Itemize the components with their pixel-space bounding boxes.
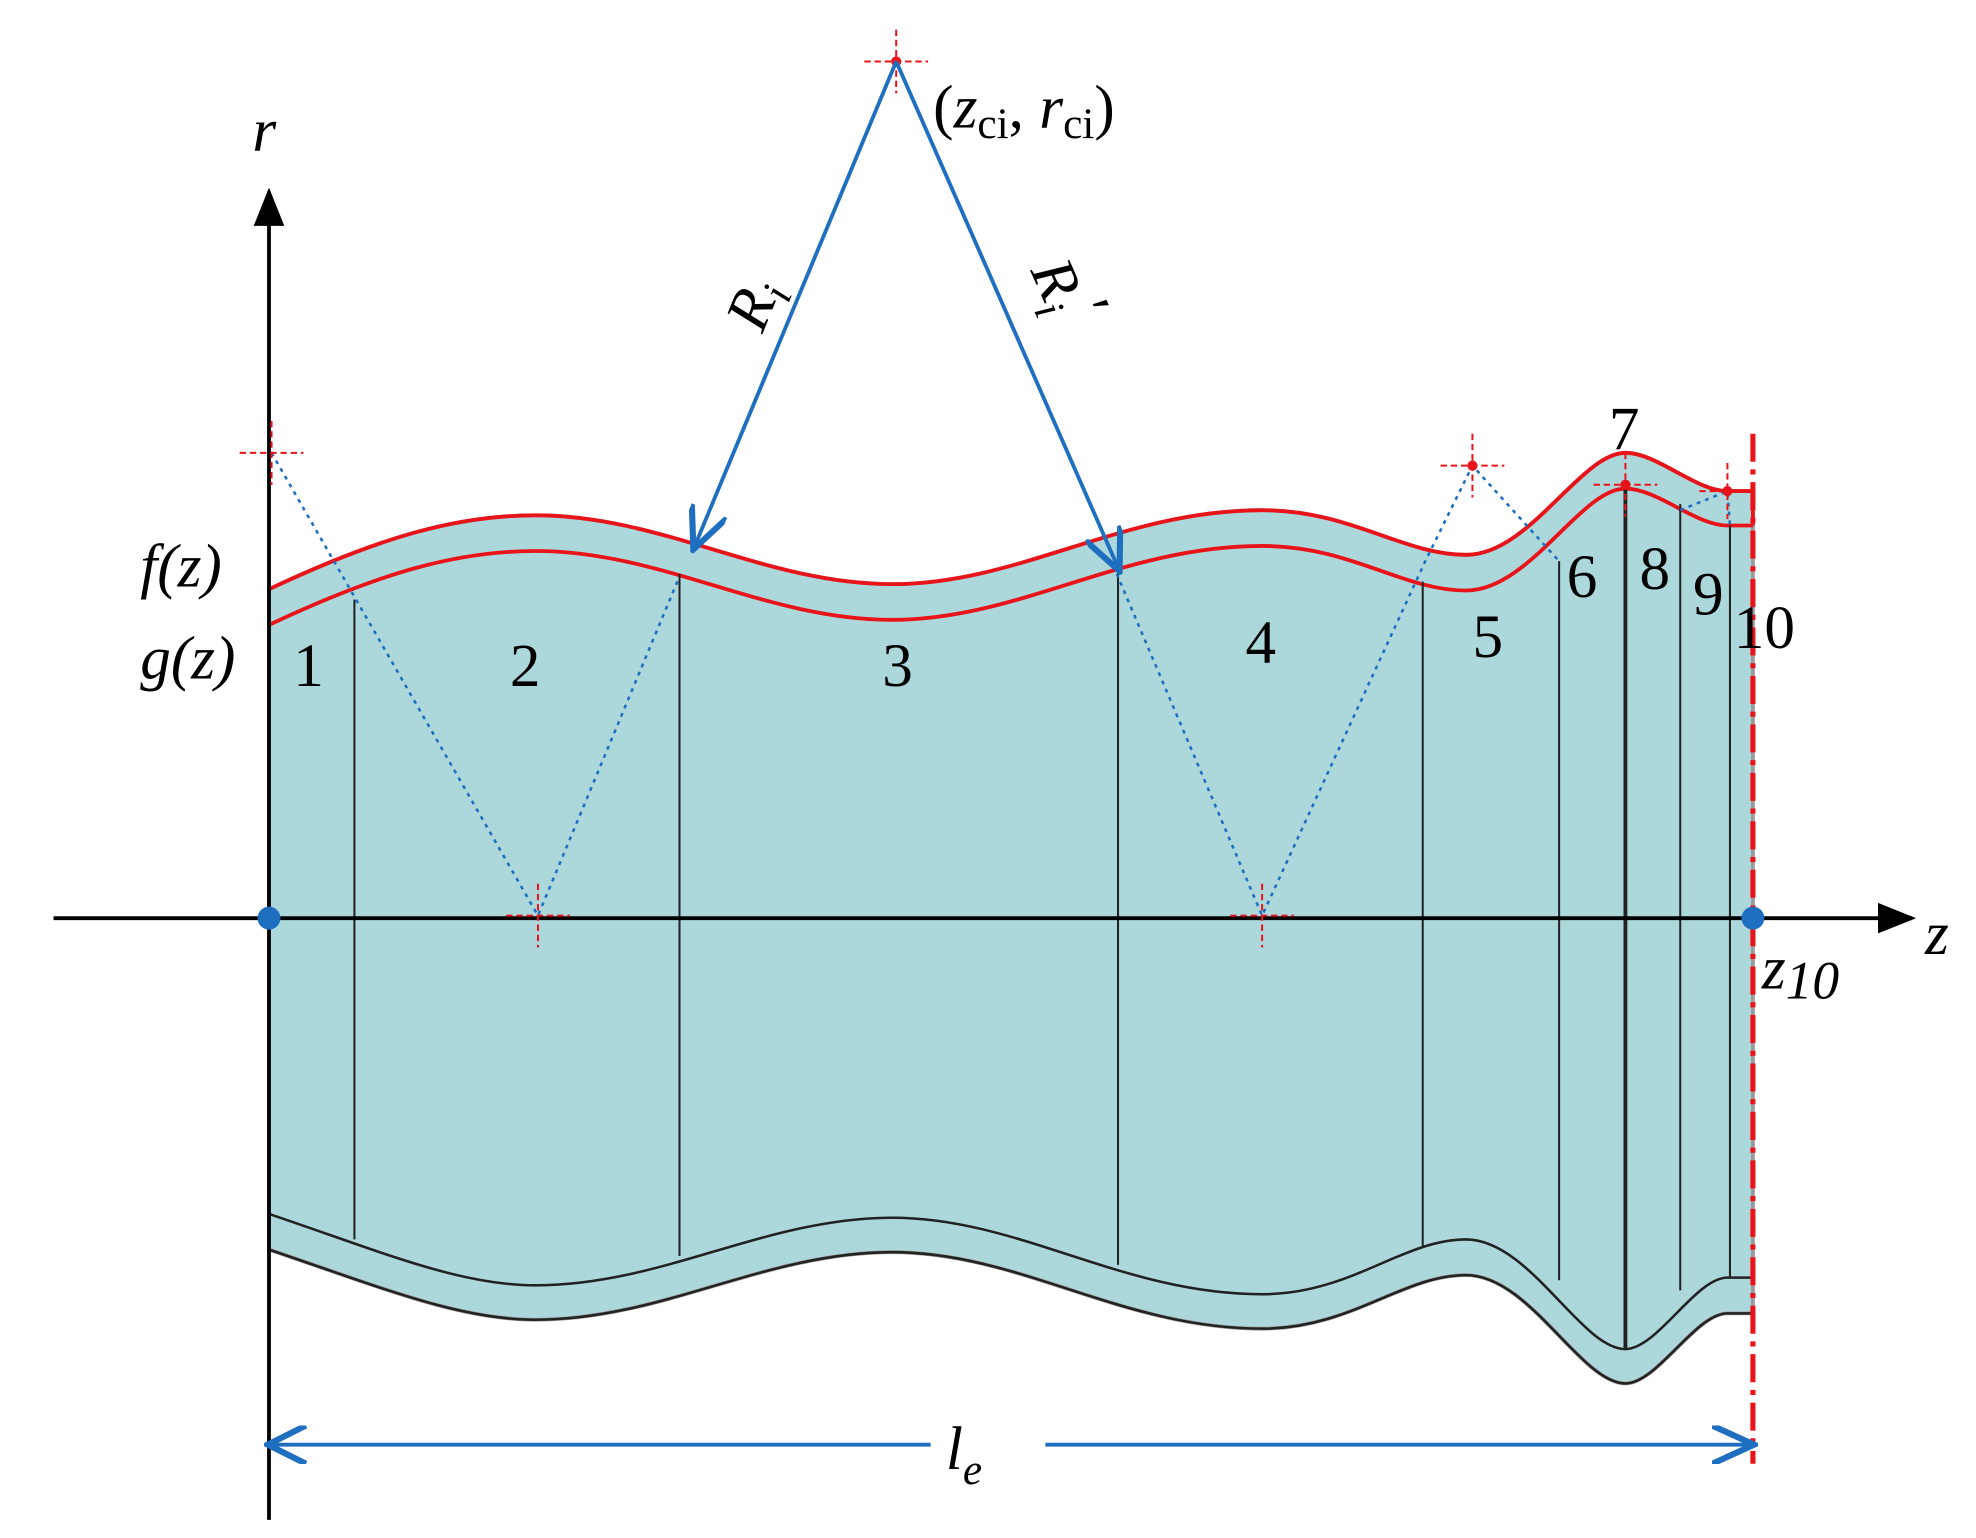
text: ) xyxy=(1094,74,1114,142)
center-mark xyxy=(506,883,570,948)
construction-lines xyxy=(270,452,1732,919)
section-labels: 1 2 3 4 5 6 7 8 9 10 xyxy=(293,395,1795,700)
construction-line xyxy=(1679,489,1732,526)
end-dot xyxy=(1741,906,1765,930)
text: ci xyxy=(977,100,1008,148)
radius-arrow xyxy=(695,60,898,545)
length-label: le xyxy=(946,1415,982,1494)
section-label: 1 xyxy=(293,632,324,700)
radius-prime-label: Ri′ xyxy=(1009,240,1122,338)
text: ( xyxy=(933,74,953,142)
section-label: 5 xyxy=(1472,603,1503,671)
outer-bottom-contour xyxy=(268,1248,1753,1385)
origin-dot xyxy=(257,906,281,930)
construction-line xyxy=(270,452,681,919)
text: ci xyxy=(1063,100,1094,148)
center-dot xyxy=(1722,485,1733,497)
text: e xyxy=(963,1446,982,1494)
z-axis-label: z xyxy=(1924,900,1949,968)
text: z xyxy=(1761,934,1786,1002)
center-label: (zci, rci) xyxy=(933,74,1115,148)
center-mark xyxy=(1699,463,1756,520)
center-dot xyxy=(1467,460,1478,471)
text: , xyxy=(1009,74,1040,142)
section-label: 9 xyxy=(1693,561,1724,629)
text: l xyxy=(946,1415,963,1483)
section-label: 10 xyxy=(1734,594,1795,662)
section-label: 6 xyxy=(1567,543,1598,611)
section-label: 3 xyxy=(882,632,913,700)
radius-label: Ri xyxy=(712,268,802,344)
inner-top-contour xyxy=(268,486,1753,627)
section-label: 7 xyxy=(1609,395,1640,463)
center-dot xyxy=(1620,479,1631,490)
r-axis-label: r xyxy=(252,97,276,165)
center-mark xyxy=(239,420,304,485)
section-label: 8 xyxy=(1639,535,1670,603)
text: r xyxy=(1039,74,1063,142)
section-dividers xyxy=(353,488,1731,1350)
end-point-label: z10 xyxy=(1761,934,1840,1010)
text: 10 xyxy=(1786,950,1840,1010)
center-mark xyxy=(1230,883,1294,948)
construction-line xyxy=(1115,463,1561,919)
outer-profile-label: f(z) xyxy=(140,533,222,601)
text: z xyxy=(953,74,978,142)
outer-top-contour xyxy=(268,450,1755,591)
inner-profile-label: g(z) xyxy=(140,624,235,692)
section-label: 2 xyxy=(510,632,541,700)
section-label: 4 xyxy=(1246,609,1277,677)
radius-arrow xyxy=(894,60,1118,567)
inner-bottom-contour xyxy=(268,1212,1753,1351)
